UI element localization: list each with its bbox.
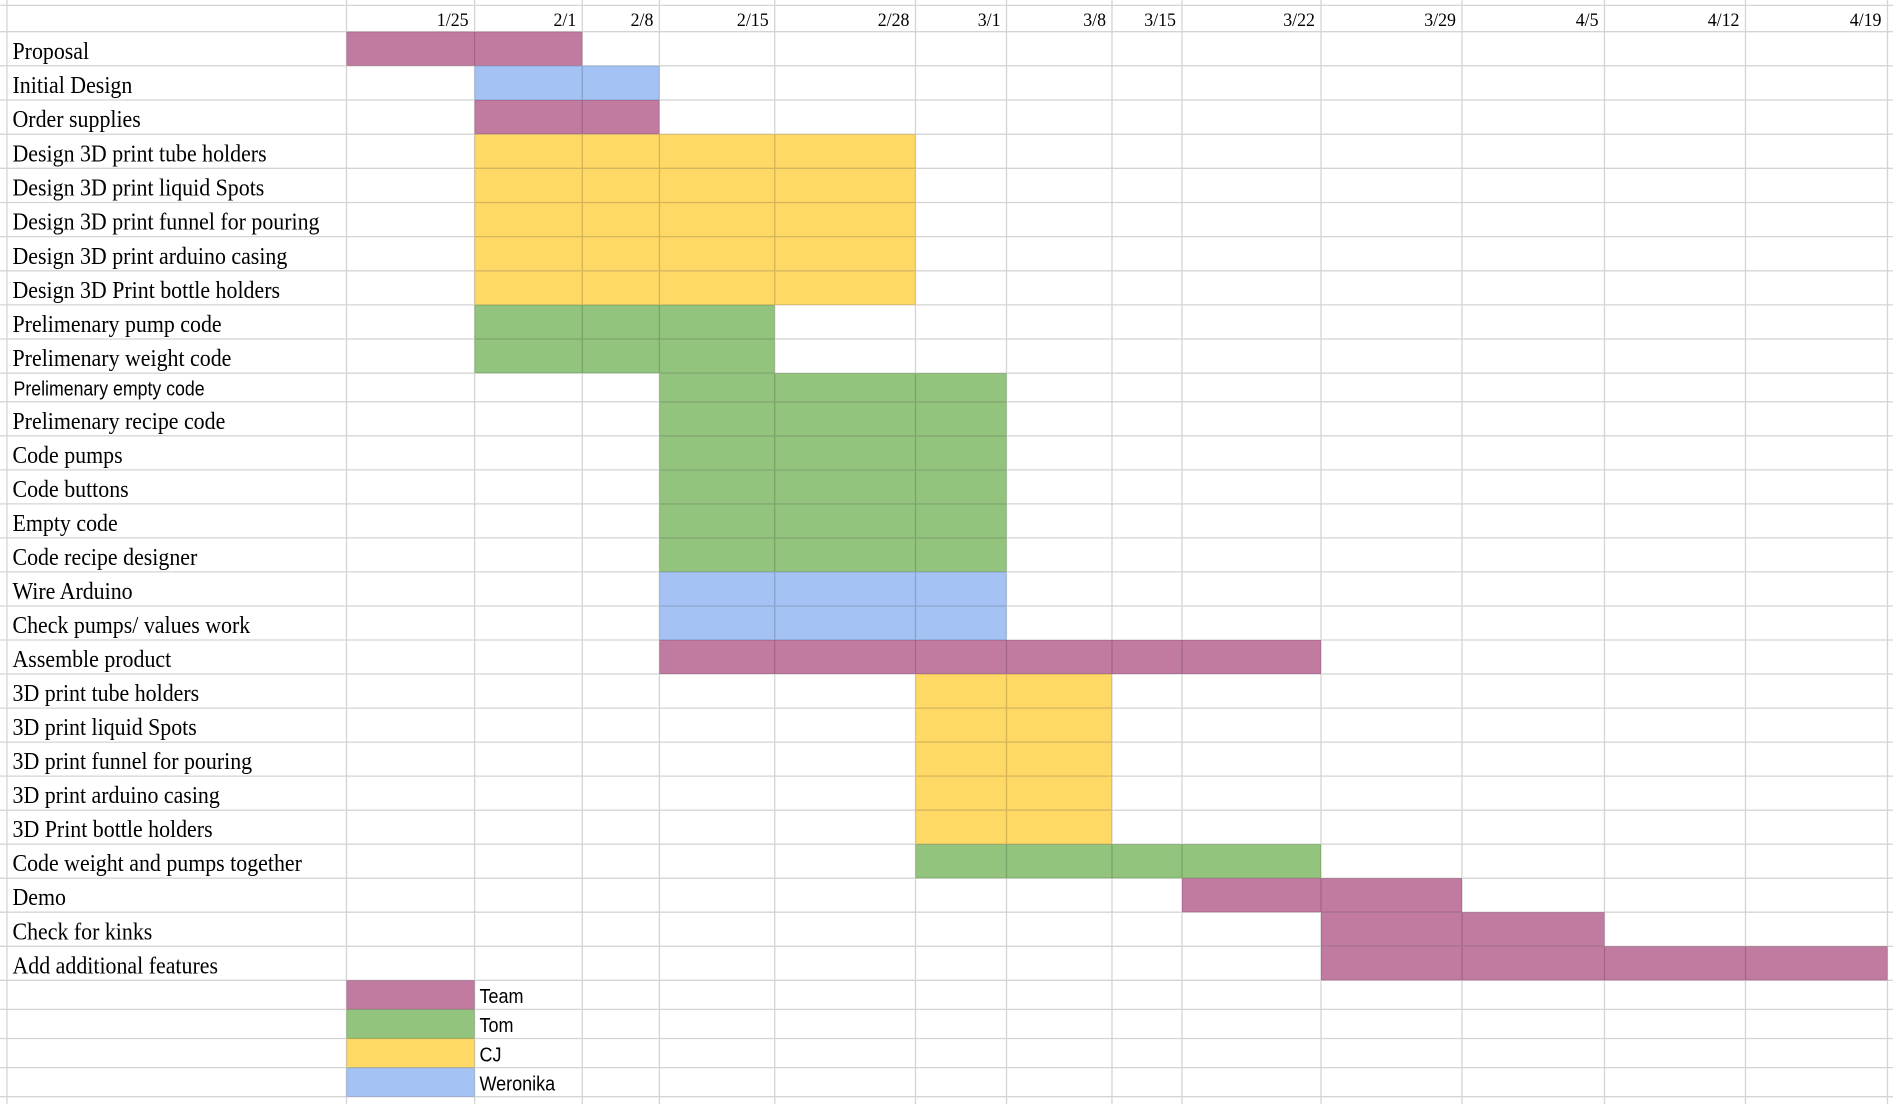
svg-text:Demo: Demo [13, 885, 67, 911]
svg-text:3/15: 3/15 [1144, 10, 1176, 31]
svg-text:2/1: 2/1 [554, 10, 577, 31]
svg-text:Code buttons: Code buttons [13, 477, 129, 503]
svg-text:Order supplies: Order supplies [13, 107, 141, 133]
svg-text:Prelimenary empty code: Prelimenary empty code [14, 378, 205, 400]
svg-text:4/19: 4/19 [1850, 10, 1882, 31]
svg-text:Tom: Tom [480, 1015, 514, 1037]
svg-text:Design 3D print liquid Spots: Design 3D print liquid Spots [13, 176, 265, 202]
svg-text:3D print tube holders: 3D print tube holders [13, 681, 200, 707]
svg-text:Initial Design: Initial Design [13, 73, 133, 99]
svg-text:Code weight and pumps together: Code weight and pumps together [13, 851, 302, 877]
svg-text:3/22: 3/22 [1283, 10, 1315, 31]
svg-text:2/8: 2/8 [631, 10, 654, 31]
svg-text:Weronika: Weronika [480, 1073, 556, 1095]
svg-text:Code recipe designer: Code recipe designer [13, 545, 198, 571]
svg-text:Proposal: Proposal [13, 39, 90, 65]
svg-text:Code pumps: Code pumps [13, 443, 123, 469]
svg-text:Check for kinks: Check for kinks [13, 919, 153, 945]
svg-text:Prelimenary pump code: Prelimenary pump code [13, 312, 222, 338]
svg-text:Team: Team [480, 986, 524, 1008]
svg-text:Design 3D print tube holders: Design 3D print tube holders [13, 141, 267, 167]
svg-text:1/25: 1/25 [437, 10, 469, 31]
svg-text:Design 3D Print bottle holders: Design 3D Print bottle holders [13, 278, 281, 304]
svg-text:Assemble product: Assemble product [13, 647, 172, 673]
svg-text:3D print funnel for pouring: 3D print funnel for pouring [13, 749, 253, 775]
svg-text:Add additional features: Add additional features [13, 953, 219, 979]
svg-text:3/1: 3/1 [978, 10, 1001, 31]
svg-text:Empty code: Empty code [13, 511, 118, 537]
svg-text:4/12: 4/12 [1708, 10, 1740, 31]
svg-text:3/8: 3/8 [1083, 10, 1106, 31]
svg-text:4/5: 4/5 [1576, 10, 1599, 31]
svg-text:Design 3D print arduino casing: Design 3D print arduino casing [13, 244, 288, 270]
svg-text:3D Print bottle holders: 3D Print bottle holders [13, 817, 213, 843]
svg-text:3D print liquid Spots: 3D print liquid Spots [13, 715, 197, 741]
svg-text:2/15: 2/15 [737, 10, 769, 31]
svg-text:3/29: 3/29 [1424, 10, 1456, 31]
svg-text:Check pumps/ values work: Check pumps/ values work [13, 613, 251, 639]
svg-text:Design 3D print funnel for pou: Design 3D print funnel for pouring [13, 210, 320, 236]
svg-text:CJ: CJ [480, 1044, 502, 1066]
svg-text:Prelimenary weight code: Prelimenary weight code [13, 346, 232, 372]
svg-text:Wire Arduino: Wire Arduino [13, 579, 133, 605]
svg-text:3D print arduino casing: 3D print arduino casing [13, 783, 220, 809]
svg-text:2/28: 2/28 [878, 10, 910, 31]
svg-text:Prelimenary recipe code: Prelimenary recipe code [13, 409, 226, 435]
